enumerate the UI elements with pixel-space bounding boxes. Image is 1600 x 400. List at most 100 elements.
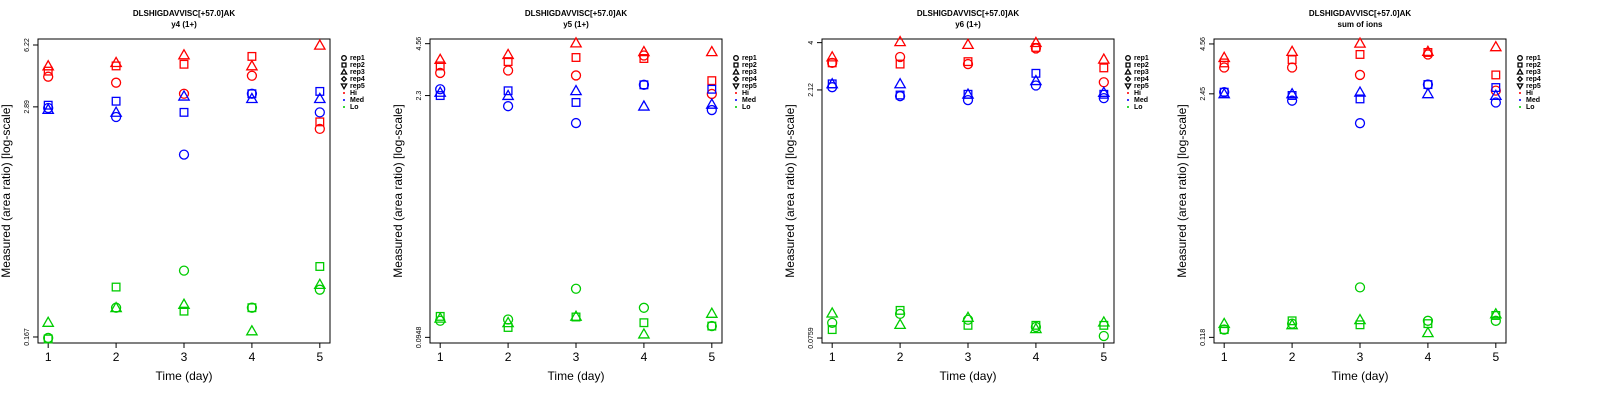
data-point <box>314 107 325 118</box>
data-point <box>315 262 325 271</box>
data-point <box>1490 315 1501 326</box>
data-point <box>706 320 717 332</box>
data-point <box>705 306 719 318</box>
data-point <box>1354 69 1366 81</box>
data-point <box>570 117 582 129</box>
data-point <box>825 50 839 62</box>
legend-label: rep2 <box>350 62 365 69</box>
legend-label: Lo <box>1526 104 1535 111</box>
x-axis-label: Time (day) <box>156 369 213 383</box>
data-point <box>178 149 190 160</box>
x-tick-label: 5 <box>708 350 715 364</box>
data-point <box>825 77 839 89</box>
data-point <box>706 104 717 116</box>
data-point <box>1353 313 1367 325</box>
legend-symbol <box>342 98 346 102</box>
chart-subtitle: y4 (1+) <box>171 20 197 29</box>
data-point <box>179 107 189 117</box>
data-point <box>503 322 513 332</box>
data-point <box>177 48 191 60</box>
data-point <box>314 284 325 295</box>
data-point <box>827 58 837 68</box>
data-point <box>1353 36 1367 48</box>
data-point <box>1217 87 1231 99</box>
legend-symbol <box>1516 83 1524 90</box>
plot-frame <box>821 38 1115 344</box>
data-point <box>569 36 583 48</box>
legend-label: rep5 <box>350 83 365 90</box>
legend-symbol <box>734 105 738 109</box>
data-point <box>1097 52 1111 64</box>
data-point <box>1489 89 1503 101</box>
data-point <box>179 59 189 69</box>
chart-title: DLSHIGDAVVISC[+57.0]AK <box>525 9 628 18</box>
data-point <box>1353 85 1367 97</box>
data-point <box>707 84 717 94</box>
x-tick-label: 5 <box>1492 350 1499 364</box>
legend-symbol <box>342 105 346 109</box>
data-point <box>315 86 325 96</box>
data-point <box>639 54 649 63</box>
data-point <box>827 325 837 335</box>
data-point <box>433 311 447 323</box>
data-point <box>569 309 583 321</box>
data-point <box>313 278 327 290</box>
data-point <box>1219 62 1230 73</box>
legend-label: rep5 <box>1526 83 1541 90</box>
legend-symbol <box>342 91 346 95</box>
legend-symbol <box>1124 83 1132 90</box>
data-point <box>707 76 717 86</box>
data-point <box>637 327 651 339</box>
data-point <box>1490 97 1501 108</box>
data-point <box>893 77 907 89</box>
x-tick-label: 1 <box>1221 350 1228 364</box>
y-tick-label: 0.118 <box>1200 329 1207 346</box>
chart-panel-3: DLSHIGDAVVISC[+57.0]AK y6 (1+) 1 2 3 4 5 Time (… <box>783 9 1149 383</box>
series-med <box>1217 79 1503 129</box>
data-point <box>1217 317 1231 329</box>
data-point <box>894 51 906 63</box>
y-tick-label: 2.89 <box>24 100 31 114</box>
data-point <box>893 35 907 47</box>
x-axis-label: Time (day) <box>940 369 997 383</box>
plot-frame <box>37 38 331 344</box>
data-point <box>1421 45 1435 57</box>
data-point <box>1285 45 1299 57</box>
data-point <box>245 324 259 336</box>
x-axis-label: Time (day) <box>548 369 605 383</box>
x-tick-label: 2 <box>505 350 512 364</box>
data-point <box>110 111 122 123</box>
legend-label: rep2 <box>742 62 757 69</box>
series-hi <box>433 36 719 100</box>
series-lo <box>433 283 719 339</box>
data-point <box>1490 85 1501 96</box>
y-tick-label: 2.12 <box>808 83 815 97</box>
legend-label: rep1 <box>1526 55 1541 62</box>
y-tick-label: 0.0759 <box>808 327 815 349</box>
data-point <box>246 302 258 313</box>
data-point <box>1287 316 1297 326</box>
data-point <box>245 92 259 104</box>
data-point <box>246 70 258 81</box>
legend-label: Med <box>742 97 756 104</box>
data-point <box>43 100 53 110</box>
data-point <box>962 58 974 70</box>
data-point <box>314 123 325 135</box>
data-point <box>963 57 973 67</box>
data-point <box>1219 324 1230 335</box>
x-tick-label: 3 <box>1357 350 1364 364</box>
data-point <box>1421 326 1435 338</box>
data-point <box>571 97 581 107</box>
series-med <box>41 86 327 160</box>
data-point <box>1491 70 1501 80</box>
data-point <box>179 306 189 316</box>
legend-label: Lo <box>742 104 751 111</box>
data-point <box>705 97 719 109</box>
data-point <box>705 45 719 57</box>
chart-subtitle: y6 (1+) <box>955 20 981 29</box>
legend-label: Hi <box>350 90 357 97</box>
legend-label: rep5 <box>742 83 757 90</box>
y-tick-label: 4 <box>808 41 815 45</box>
